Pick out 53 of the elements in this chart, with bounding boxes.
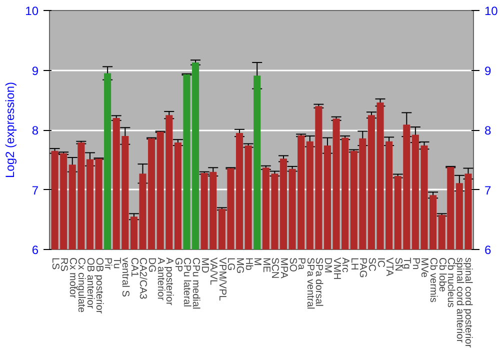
x-tick-label: RS (58, 258, 70, 272)
x-tick-label: MVe (418, 258, 430, 278)
x-tick-label: MD (198, 258, 210, 274)
x-tick-label: VTA (384, 258, 395, 277)
y2-tick-label: 7 (484, 183, 492, 198)
x-tick-label: Hb (242, 258, 254, 271)
x-tick-label: Cx motor (66, 258, 78, 299)
x-tick-label: Pa (296, 258, 307, 270)
x-tick-label: CPu lateral (181, 258, 192, 307)
x-tick-label: A anterior (154, 258, 166, 301)
x-tick-label: SO (286, 258, 298, 272)
x-tick-label: CA2/CA3 (137, 258, 148, 300)
y-tick-label: 10 (25, 4, 39, 18)
x-tick-label: MPA (278, 258, 289, 279)
x-tick-label: Tg (401, 258, 412, 270)
x-tick-label: VMH (330, 258, 342, 280)
x-tick-label: SN (392, 258, 404, 272)
y-tick-label: 7 (32, 183, 39, 198)
y2-tick-label: 6 (484, 243, 492, 257)
x-tick-label: DM (322, 258, 333, 274)
x-tick-label: LS (49, 258, 60, 270)
x-tick-label: LH (348, 258, 360, 270)
x-tick-label: spinal cord posterior (462, 258, 474, 348)
x-tick-label: spinal cord anterior (454, 258, 465, 344)
x-tick-label: IC (374, 258, 386, 268)
x-tick-label: VA/VL (208, 258, 219, 286)
x-tick-label: OB posterior (93, 258, 104, 314)
y2-tick-label: 10 (484, 4, 498, 18)
y-axis-title: Log2 (expression) (3, 82, 18, 178)
y-tick-label: 6 (32, 243, 39, 257)
x-tick-label: PAG (357, 258, 368, 278)
x-tick-label: ventral S (120, 258, 131, 298)
x-tick-label: CPu medial (190, 258, 202, 310)
x-tick-label: ME (260, 258, 272, 273)
y2-tick-label: 9 (484, 64, 492, 78)
x-tick-label: GP (172, 258, 184, 272)
y-tick-label: 8 (32, 124, 39, 138)
x-tick-label: Pir (102, 258, 114, 270)
x-tick-label: CA1 (128, 258, 140, 278)
y-tick-label: 9 (32, 64, 39, 78)
x-tick-label: A posterior (164, 258, 175, 306)
x-tick-label: LG (225, 258, 236, 272)
x-tick-label: SPa dorsal (313, 258, 324, 306)
x-tick-label: Pn (410, 258, 421, 270)
x-tick-label: Cb vermis (428, 258, 439, 303)
x-tick-label: SC (366, 258, 377, 272)
x-tick-label: Arc (340, 258, 351, 272)
x-tick-label: SCN (269, 258, 280, 279)
x-tick-label: SPa ventral (304, 258, 316, 310)
x-tick-label: MG (234, 258, 246, 274)
y2-tick-label: 8 (484, 124, 492, 138)
x-tick-label: Cx cingulate (76, 258, 87, 313)
x-tick-label: DG (146, 258, 158, 273)
